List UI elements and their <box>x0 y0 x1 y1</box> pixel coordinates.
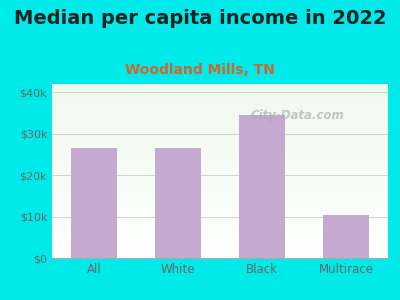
Bar <box>71 148 117 258</box>
Text: Median per capita income in 2022: Median per capita income in 2022 <box>14 9 386 28</box>
Bar <box>323 214 369 258</box>
Text: City-Data.com: City-Data.com <box>250 109 344 122</box>
Bar <box>239 115 285 258</box>
Text: Woodland Mills, TN: Woodland Mills, TN <box>125 63 275 77</box>
Bar <box>155 148 201 258</box>
